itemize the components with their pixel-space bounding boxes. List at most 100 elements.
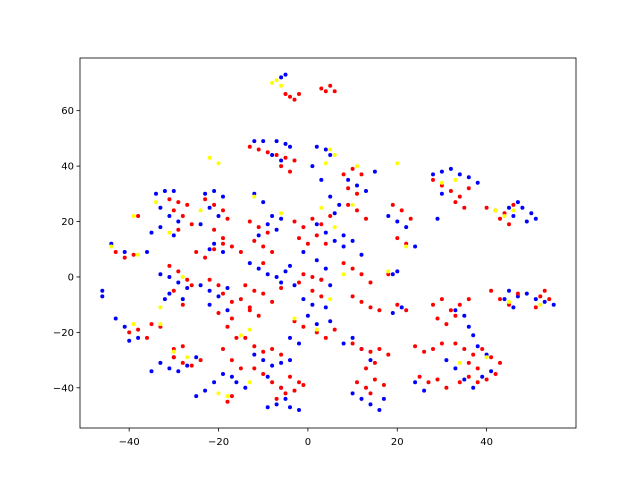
data-point-s1-166 <box>448 189 453 193</box>
data-point-s0-87 <box>297 408 301 412</box>
data-point-s1-172 <box>439 297 444 302</box>
data-point-s0-6 <box>122 324 127 329</box>
data-point-s0-3 <box>122 250 127 254</box>
data-point-s1-20 <box>171 288 176 293</box>
data-point-s0-58 <box>288 144 292 149</box>
data-point-s1-83 <box>261 372 266 376</box>
data-point-s1-189 <box>475 380 480 385</box>
data-point-s1-149 <box>399 208 404 213</box>
data-point-s1-169 <box>453 200 458 205</box>
data-point-s0-33 <box>212 189 217 193</box>
data-point-s0-84 <box>265 405 270 410</box>
data-point-s0-60 <box>279 158 284 163</box>
data-point-s0-53 <box>243 385 248 390</box>
data-point-s0-94 <box>319 177 324 182</box>
data-point-s0-141 <box>448 166 453 171</box>
data-point-s1-62 <box>288 169 292 174</box>
data-point-s1-176 <box>435 316 440 321</box>
data-point-s0-20 <box>176 280 181 285</box>
data-point-s1-159 <box>439 341 444 346</box>
data-point-s0-75 <box>292 283 297 288</box>
data-point-s1-49 <box>234 335 239 340</box>
data-point-s1-64 <box>256 225 261 230</box>
data-point-s0-117 <box>359 252 364 257</box>
data-point-s1-175 <box>466 297 471 302</box>
data-point-s1-185 <box>466 360 471 365</box>
data-point-s0-121 <box>372 169 377 174</box>
data-point-s1-196 <box>498 216 502 221</box>
data-point-s1-139 <box>377 347 382 351</box>
data-point-s1-148 <box>390 202 395 207</box>
data-point-s1-111 <box>319 277 324 282</box>
data-point-s0-90 <box>314 144 319 149</box>
data-point-s1-186 <box>475 366 480 371</box>
data-point-s0-104 <box>323 266 328 271</box>
data-point-s1-44 <box>238 297 243 302</box>
data-point-s1-6 <box>145 335 149 340</box>
data-point-s0-171 <box>524 219 529 224</box>
data-point-s1-167 <box>457 194 462 199</box>
data-point-s1-120 <box>341 172 346 177</box>
data-point-s1-115 <box>292 319 297 324</box>
data-point-s1-104 <box>328 214 333 218</box>
data-point-s1-45 <box>247 305 252 310</box>
data-point-s0-142 <box>457 172 462 177</box>
data-point-s0-164 <box>551 302 556 307</box>
data-point-s1-110 <box>310 275 315 279</box>
y-tick-label: 0 <box>68 272 74 283</box>
data-point-s1-145 <box>372 377 377 382</box>
data-point-s0-95 <box>328 194 333 199</box>
data-point-s2-25 <box>323 161 328 166</box>
data-point-s1-141 <box>372 360 377 365</box>
data-point-s0-29 <box>185 363 190 368</box>
data-point-s1-87 <box>297 380 301 385</box>
data-point-s0-26 <box>158 360 163 365</box>
data-point-s1-24 <box>189 363 194 368</box>
data-point-s0-101 <box>341 244 346 249</box>
data-point-s2-34 <box>404 244 409 249</box>
data-point-s1-106 <box>305 241 310 246</box>
data-point-s1-30 <box>221 208 225 213</box>
data-point-s0-125 <box>368 358 373 363</box>
data-point-s0-174 <box>413 380 418 385</box>
data-point-s0-168 <box>520 205 525 210</box>
data-point-s0-57 <box>283 141 288 146</box>
data-point-s1-28 <box>203 197 208 202</box>
data-point-s0-172 <box>511 214 516 218</box>
data-point-s2-35 <box>439 180 444 185</box>
data-point-s2-12 <box>252 194 257 199</box>
data-point-s1-18 <box>185 277 190 282</box>
data-point-s1-151 <box>395 236 400 241</box>
data-point-s1-32 <box>212 227 217 232</box>
data-point-s0-130 <box>381 396 386 401</box>
data-point-s0-59 <box>270 153 275 157</box>
data-point-s1-199 <box>498 297 502 302</box>
data-point-s2-8 <box>185 355 190 360</box>
data-point-s0-85 <box>274 402 279 407</box>
data-point-s1-173 <box>448 308 453 313</box>
data-point-s1-23 <box>180 360 185 365</box>
data-point-s1-75 <box>247 308 252 313</box>
data-point-s1-82 <box>252 366 257 371</box>
data-point-s0-167 <box>515 200 520 205</box>
data-point-s0-110 <box>305 313 310 318</box>
data-point-s1-200 <box>507 302 511 307</box>
data-point-s0-122 <box>341 341 346 346</box>
data-point-s0-116 <box>350 238 355 243</box>
data-point-s1-147 <box>368 391 373 396</box>
data-point-s0-0 <box>100 288 105 293</box>
data-point-s1-60 <box>292 158 297 163</box>
data-point-s1-143 <box>355 380 359 385</box>
data-point-s0-155 <box>480 374 485 379</box>
data-point-s1-78 <box>252 344 257 349</box>
data-point-s1-10 <box>176 200 181 205</box>
data-point-s1-7 <box>149 322 154 327</box>
data-point-s1-57 <box>265 150 270 155</box>
x-tick-label: −20 <box>208 437 229 448</box>
data-point-s1-47 <box>229 316 234 321</box>
data-point-s0-23 <box>162 297 167 302</box>
data-point-s1-190 <box>484 377 489 382</box>
data-point-s1-198 <box>489 288 494 293</box>
data-point-s0-150 <box>471 333 476 338</box>
data-point-s1-134 <box>368 305 373 310</box>
